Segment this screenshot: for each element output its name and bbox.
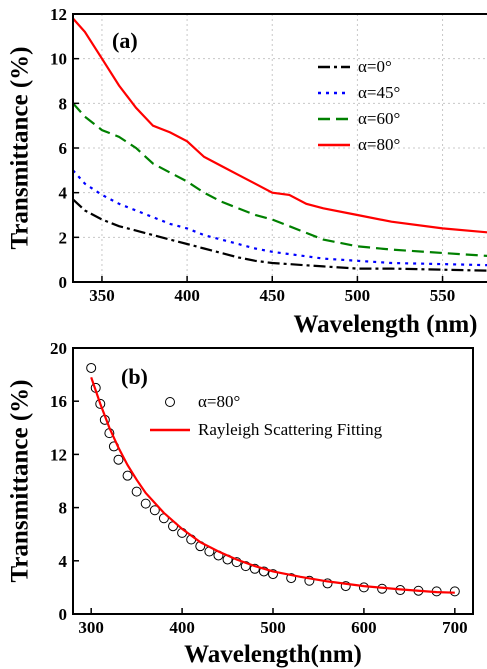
series-line xyxy=(72,102,487,257)
y-tick-label: 20 xyxy=(50,339,67,358)
panel-b: 300 400 500 600 700 0 4 8 12 16 20 (b) Wavelength(… xyxy=(7,339,474,668)
legend-label: Rayleigh Scattering Fitting xyxy=(198,420,383,439)
series-line xyxy=(90,376,455,594)
panel-b-series xyxy=(86,362,460,597)
y-tick-label: 10 xyxy=(50,50,67,69)
panel-b-x-axis-label: Wavelength(nm) xyxy=(184,641,362,668)
legend-label: α=0° xyxy=(358,57,392,76)
panel-a-y-axis-label: Transmittance (%) xyxy=(7,47,34,250)
panel-b-ticks: 300 400 500 600 700 0 4 8 12 16 20 xyxy=(50,339,468,637)
data-point xyxy=(322,578,333,589)
panel-a-series xyxy=(72,17,487,272)
x-tick-label: 300 xyxy=(78,618,104,637)
y-tick-label: 8 xyxy=(59,499,68,518)
legend-label: α=45° xyxy=(358,83,400,102)
series-line xyxy=(72,17,487,234)
data-point xyxy=(268,569,278,580)
x-tick-label: 700 xyxy=(442,618,468,637)
y-tick-label: 4 xyxy=(59,184,68,203)
x-tick-label: 550 xyxy=(430,286,456,305)
panel-a-legend: α=0° α=45° α=60° α=80° xyxy=(318,57,400,154)
series-line xyxy=(72,169,487,267)
x-tick-label: 500 xyxy=(260,618,286,637)
data-point xyxy=(149,505,160,516)
y-tick-label: 12 xyxy=(50,445,67,464)
data-point xyxy=(304,575,315,586)
y-tick-label: 2 xyxy=(59,228,68,247)
data-point xyxy=(286,573,297,584)
panel-b-label: (b) xyxy=(121,364,148,389)
y-tick-label: 0 xyxy=(59,605,68,624)
legend-label: α=80° xyxy=(198,392,240,411)
data-point xyxy=(131,486,142,497)
legend-label: α=60° xyxy=(358,109,400,128)
y-tick-label: 12 xyxy=(50,5,67,24)
data-point xyxy=(258,566,269,577)
series-line xyxy=(72,198,487,272)
y-tick-label: 16 xyxy=(50,392,67,411)
data-point xyxy=(449,586,460,597)
data-point xyxy=(95,398,106,409)
y-tick-label: 4 xyxy=(59,552,68,571)
data-point xyxy=(122,470,133,481)
data-point xyxy=(249,563,260,574)
y-tick-label: 6 xyxy=(59,139,68,158)
data-point xyxy=(140,498,151,509)
data-point xyxy=(340,581,351,592)
x-tick-label: 450 xyxy=(260,286,286,305)
data-point xyxy=(240,561,251,572)
panel-a-label: (a) xyxy=(112,28,138,53)
panel-b-legend: α=80° Rayleigh Scattering Fitting xyxy=(150,392,383,439)
x-tick-label: 400 xyxy=(169,618,195,637)
panel-a: 350400450500550600650700024681012 (a) Wa… xyxy=(7,5,487,338)
data-point xyxy=(113,454,124,465)
legend-label: α=80° xyxy=(358,135,400,154)
panel-a-x-axis-label: Wavelength (nm) xyxy=(293,311,477,338)
x-tick-label: 350 xyxy=(89,286,115,305)
x-tick-label: 400 xyxy=(174,286,200,305)
legend-marker xyxy=(165,397,175,407)
x-tick-label: 600 xyxy=(351,618,377,637)
y-tick-label: 8 xyxy=(59,94,68,113)
panel-b-y-axis-label: Transmittance (%) xyxy=(7,380,34,583)
x-tick-label: 500 xyxy=(345,286,371,305)
panel-a-ticks: 350400450500550600650700024681012 xyxy=(50,5,456,305)
data-point xyxy=(86,362,97,373)
y-tick-label: 0 xyxy=(59,273,68,292)
